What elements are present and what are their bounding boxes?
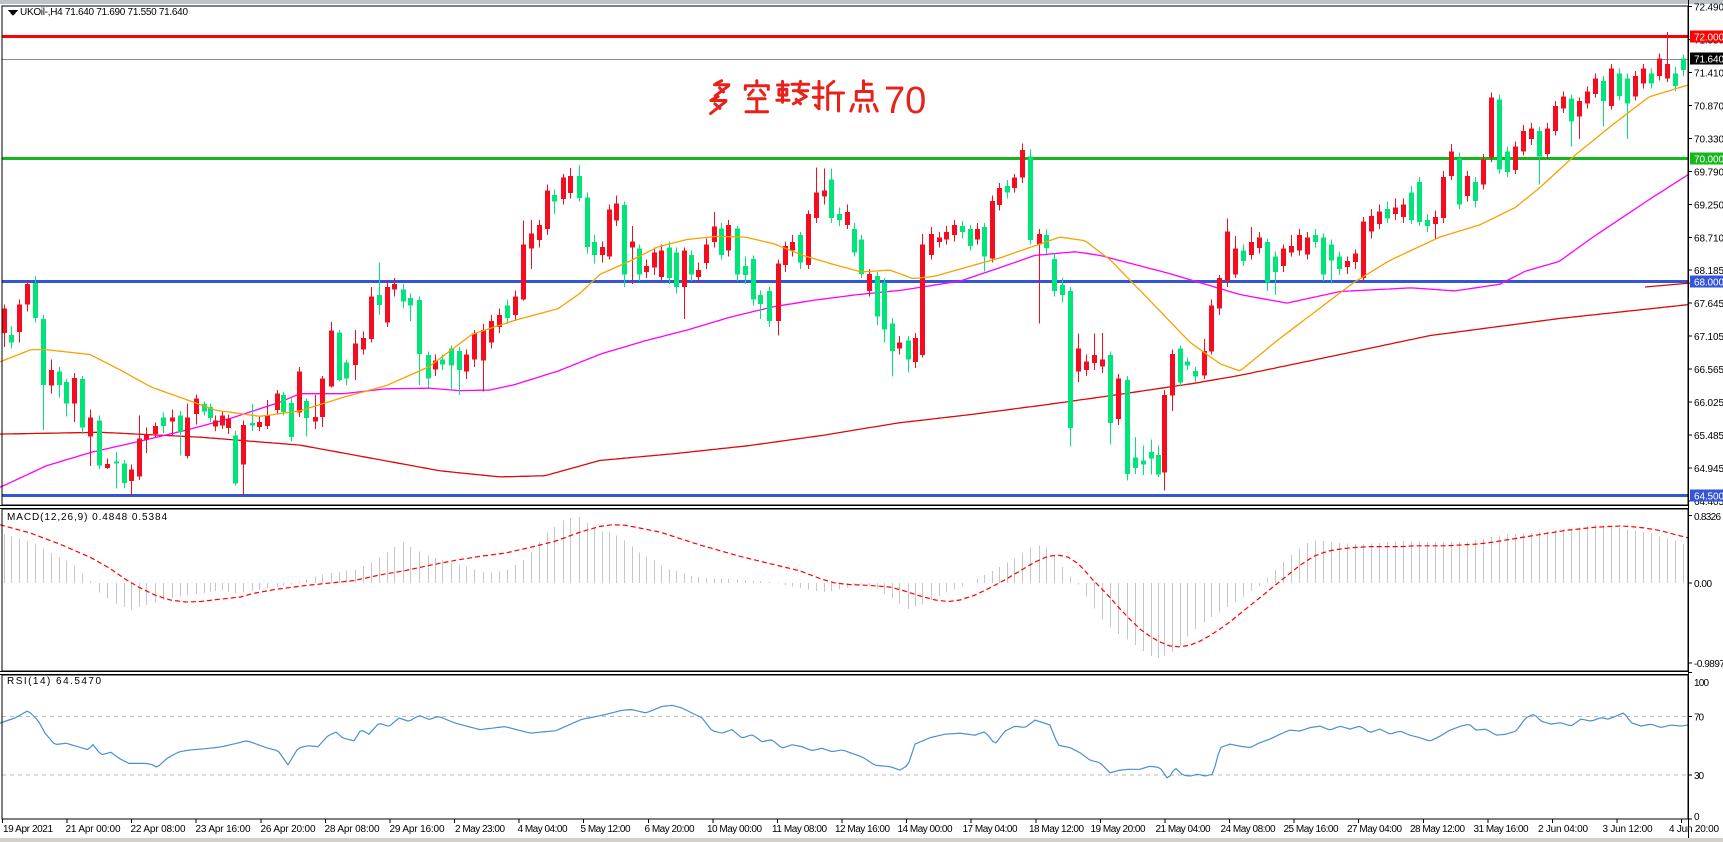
svg-text:0: 0 bbox=[1694, 812, 1700, 823]
svg-text:72.000: 72.000 bbox=[1694, 33, 1723, 44]
svg-text:66.565: 66.565 bbox=[1694, 365, 1723, 376]
svg-text:23 Apr 16:00: 23 Apr 16:00 bbox=[196, 824, 251, 835]
svg-text:72.490: 72.490 bbox=[1694, 2, 1723, 13]
svg-text:71.410: 71.410 bbox=[1694, 68, 1723, 79]
svg-text:64.405: 64.405 bbox=[1694, 497, 1723, 508]
svg-text:4 Jun 20:00: 4 Jun 20:00 bbox=[1669, 824, 1719, 835]
svg-text:68.185: 68.185 bbox=[1694, 266, 1723, 277]
svg-text:28 Apr 08:00: 28 Apr 08:00 bbox=[325, 824, 380, 835]
svg-text:69.250: 69.250 bbox=[1694, 201, 1723, 212]
svg-text:67.645: 67.645 bbox=[1694, 299, 1723, 310]
svg-text:100: 100 bbox=[1694, 678, 1709, 689]
svg-text:11 May 08:00: 11 May 08:00 bbox=[772, 824, 827, 835]
svg-text:18 May 12:00: 18 May 12:00 bbox=[1029, 824, 1084, 835]
svg-text:70.330: 70.330 bbox=[1694, 135, 1723, 146]
svg-text:28 May 12:00: 28 May 12:00 bbox=[1410, 824, 1465, 835]
svg-text:12 May 16:00: 12 May 16:00 bbox=[835, 824, 890, 835]
svg-text:64.500: 64.500 bbox=[1694, 491, 1723, 502]
svg-text:RSI(14) 64.5470: RSI(14) 64.5470 bbox=[7, 676, 101, 687]
svg-text:71.640: 71.640 bbox=[1694, 54, 1723, 65]
svg-text:24 May 08:00: 24 May 08:00 bbox=[1221, 824, 1276, 835]
svg-text:6 May 20:00: 6 May 20:00 bbox=[645, 824, 695, 835]
svg-text:67.105: 67.105 bbox=[1694, 332, 1723, 343]
svg-text:70.870: 70.870 bbox=[1694, 102, 1723, 113]
svg-text:65.485: 65.485 bbox=[1694, 431, 1723, 442]
svg-text:27 May 04:00: 27 May 04:00 bbox=[1347, 824, 1402, 835]
svg-text:2 Jun 04:00: 2 Jun 04:00 bbox=[1538, 824, 1588, 835]
svg-text:68.000: 68.000 bbox=[1694, 277, 1723, 288]
svg-text:21 Apr 00:00: 21 Apr 00:00 bbox=[66, 824, 121, 835]
svg-text:70.000: 70.000 bbox=[1694, 155, 1723, 166]
svg-text:64.945: 64.945 bbox=[1694, 464, 1723, 475]
svg-text:25 May 16:00: 25 May 16:00 bbox=[1284, 824, 1339, 835]
svg-text:3 Jun 12:00: 3 Jun 12:00 bbox=[1603, 824, 1653, 835]
svg-text:19 Apr 2021: 19 Apr 2021 bbox=[3, 824, 53, 835]
svg-text:21 May 04:00: 21 May 04:00 bbox=[1156, 824, 1211, 835]
svg-text:UKOil-,H4 71.640 71.690 71.55: UKOil-,H4 71.640 71.690 71.550 71.640 bbox=[20, 7, 188, 18]
svg-text:0.00: 0.00 bbox=[1694, 579, 1712, 590]
svg-text:5 May 12:00: 5 May 12:00 bbox=[581, 824, 631, 835]
svg-text:22 Apr 08:00: 22 Apr 08:00 bbox=[131, 824, 186, 835]
svg-text:2 May 23:00: 2 May 23:00 bbox=[455, 824, 505, 835]
svg-text:30: 30 bbox=[1694, 771, 1704, 782]
svg-text:66.025: 66.025 bbox=[1694, 398, 1723, 409]
svg-text:69.790: 69.790 bbox=[1694, 168, 1723, 179]
svg-text:31 May 16:00: 31 May 16:00 bbox=[1474, 824, 1529, 835]
svg-text:29 Apr 16:00: 29 Apr 16:00 bbox=[390, 824, 445, 835]
svg-text:70: 70 bbox=[884, 80, 926, 122]
svg-text:19 May 20:00: 19 May 20:00 bbox=[1091, 824, 1146, 835]
svg-text:10 May 00:00: 10 May 00:00 bbox=[707, 824, 762, 835]
svg-text:4 May 04:00: 4 May 04:00 bbox=[518, 824, 568, 835]
svg-text:14 May 00:00: 14 May 00:00 bbox=[898, 824, 953, 835]
svg-text:68.710: 68.710 bbox=[1694, 234, 1723, 245]
svg-text:26 Apr 20:00: 26 Apr 20:00 bbox=[261, 824, 316, 835]
svg-text:0.8326: 0.8326 bbox=[1694, 512, 1721, 523]
svg-text:MACD(12,26,9) 0.4848 0.5384: MACD(12,26,9) 0.4848 0.5384 bbox=[7, 512, 167, 523]
svg-text:-0.9897: -0.9897 bbox=[1694, 659, 1723, 670]
svg-text:17 May 04:00: 17 May 04:00 bbox=[963, 824, 1018, 835]
svg-text:70: 70 bbox=[1694, 713, 1704, 724]
